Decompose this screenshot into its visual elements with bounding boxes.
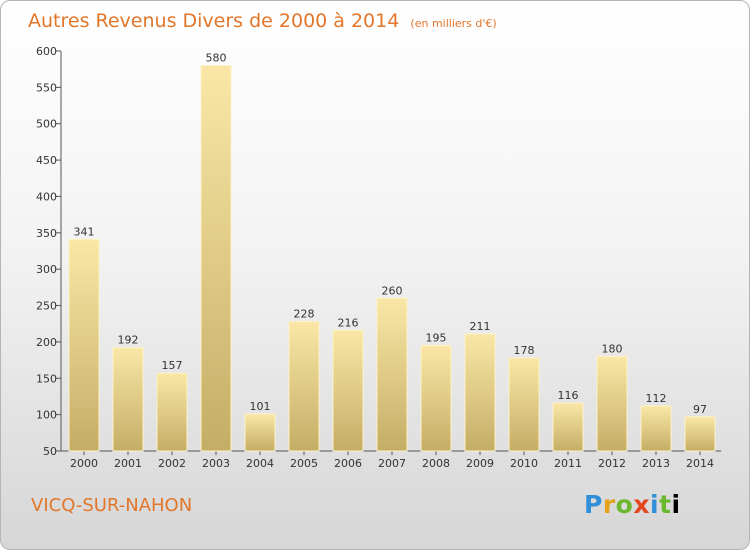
bar-2012 bbox=[596, 355, 628, 452]
y-tick-label: 400 bbox=[36, 190, 57, 203]
y-tick-label: 600 bbox=[36, 45, 57, 58]
chart-bars bbox=[68, 65, 716, 452]
y-tick-label: 100 bbox=[36, 409, 57, 422]
chart-title-unit: (en milliers d'€) bbox=[410, 17, 497, 30]
x-tick-label: 2014 bbox=[686, 457, 714, 470]
logo-letter: t bbox=[659, 490, 672, 519]
proxiti-logo[interactable]: Proxiti bbox=[584, 490, 681, 519]
data-label: 580 bbox=[206, 52, 227, 65]
bar-2014 bbox=[684, 416, 716, 452]
data-label: 260 bbox=[382, 284, 403, 297]
bar-2009 bbox=[464, 333, 496, 452]
y-tick-label: 350 bbox=[36, 227, 57, 240]
bar-2005 bbox=[288, 321, 320, 452]
bar-2013 bbox=[640, 405, 672, 452]
y-tick-label: 150 bbox=[36, 372, 57, 385]
x-tick-label: 2005 bbox=[290, 457, 318, 470]
y-tick-label: 50 bbox=[43, 445, 57, 458]
bar-2000 bbox=[68, 238, 100, 452]
chart-labels: 2000 341 2001 192 2002 157 2003 580 2004 101 2005 2… bbox=[70, 52, 714, 470]
data-label: 112 bbox=[646, 392, 667, 405]
x-tick-label: 2011 bbox=[554, 457, 582, 470]
data-label: 211 bbox=[470, 320, 491, 333]
logo-letter: i bbox=[671, 490, 681, 519]
bar-2007 bbox=[376, 297, 408, 452]
x-tick-label: 2000 bbox=[70, 457, 98, 470]
chart-title-main: Autres Revenus Divers de 2000 à 2014 bbox=[28, 10, 400, 32]
data-label: 228 bbox=[294, 308, 315, 321]
x-tick-label: 2009 bbox=[466, 457, 494, 470]
data-label: 97 bbox=[693, 403, 707, 416]
chart-title: Autres Revenus Divers de 2000 à 2014 (en… bbox=[28, 10, 497, 32]
logo-letter: o bbox=[615, 490, 634, 519]
data-label: 157 bbox=[162, 359, 183, 372]
bar-2003 bbox=[200, 65, 232, 452]
bar-2006 bbox=[332, 329, 364, 452]
y-tick-label: 550 bbox=[36, 81, 57, 94]
y-tick-label: 200 bbox=[36, 336, 57, 349]
y-tick-label: 250 bbox=[36, 300, 57, 313]
data-label: 116 bbox=[558, 389, 579, 402]
logo-letter: i bbox=[650, 490, 660, 519]
logo-letter: r bbox=[602, 490, 616, 519]
data-label: 178 bbox=[514, 344, 535, 357]
x-tick-label: 2013 bbox=[642, 457, 670, 470]
bar-2004 bbox=[244, 413, 276, 452]
x-tick-label: 2007 bbox=[378, 457, 406, 470]
commune-name: VICQ-SUR-NAHON bbox=[31, 495, 193, 516]
x-tick-label: 2006 bbox=[334, 457, 362, 470]
x-tick-label: 2002 bbox=[158, 457, 186, 470]
data-label: 216 bbox=[338, 316, 359, 329]
bar-2002 bbox=[156, 372, 188, 452]
y-tick-label: 500 bbox=[36, 118, 57, 131]
bar-2010 bbox=[508, 357, 540, 452]
x-tick-label: 2001 bbox=[114, 457, 142, 470]
y-tick-label: 300 bbox=[36, 263, 57, 276]
y-tick-label: 450 bbox=[36, 154, 57, 167]
data-label: 341 bbox=[74, 225, 95, 238]
data-label: 195 bbox=[426, 332, 447, 345]
data-label: 101 bbox=[250, 400, 271, 413]
x-tick-label: 2004 bbox=[246, 457, 274, 470]
bar-2011 bbox=[552, 402, 584, 452]
x-tick-label: 2010 bbox=[510, 457, 538, 470]
data-label: 192 bbox=[118, 334, 139, 347]
data-label: 180 bbox=[602, 342, 623, 355]
bar-2008 bbox=[420, 345, 452, 452]
bar-2001 bbox=[112, 347, 144, 452]
x-tick-label: 2008 bbox=[422, 457, 450, 470]
x-tick-label: 2012 bbox=[598, 457, 626, 470]
logo-letter: P bbox=[584, 490, 603, 519]
x-tick-label: 2003 bbox=[202, 457, 230, 470]
logo-letter: x bbox=[633, 490, 650, 519]
